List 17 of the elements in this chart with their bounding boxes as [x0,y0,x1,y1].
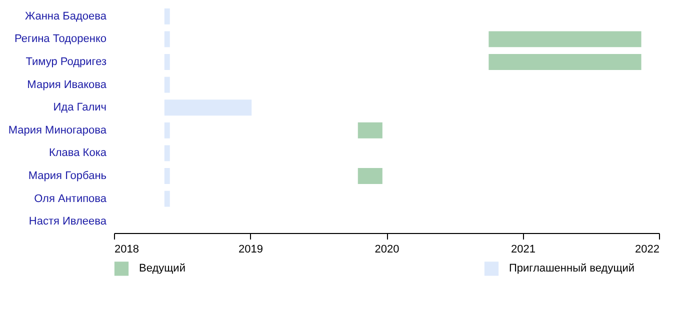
x-tick-label: 2021 [511,244,536,256]
y-tick-label: Жанна Бадоева [24,10,108,22]
x-tick-label: 2020 [374,244,400,256]
x-tick-label: 2019 [238,244,263,256]
y-tick-label: Ида Галич [53,102,106,114]
x-tick-label: 2022 [635,244,660,256]
y-tick-label: Мария Ивакова [27,78,108,91]
y-tick-label: Оля Антипова [34,192,108,205]
y-tick-label: Настя Ивлеева [28,216,108,228]
legend-label: Приглашенный ведущий [509,262,635,275]
y-tick-label: Регина Тодоренко [14,33,106,46]
y-tick-label: Мария Горбань [28,170,107,182]
y-tick-label: Клава Кока [48,147,108,160]
y-tick-label: Тимур Родригез [26,56,106,68]
legend-label: Ведущий [139,262,186,275]
x-tick-label: 2018 [114,244,139,256]
y-tick-label: Мария Миногарова [8,124,108,136]
